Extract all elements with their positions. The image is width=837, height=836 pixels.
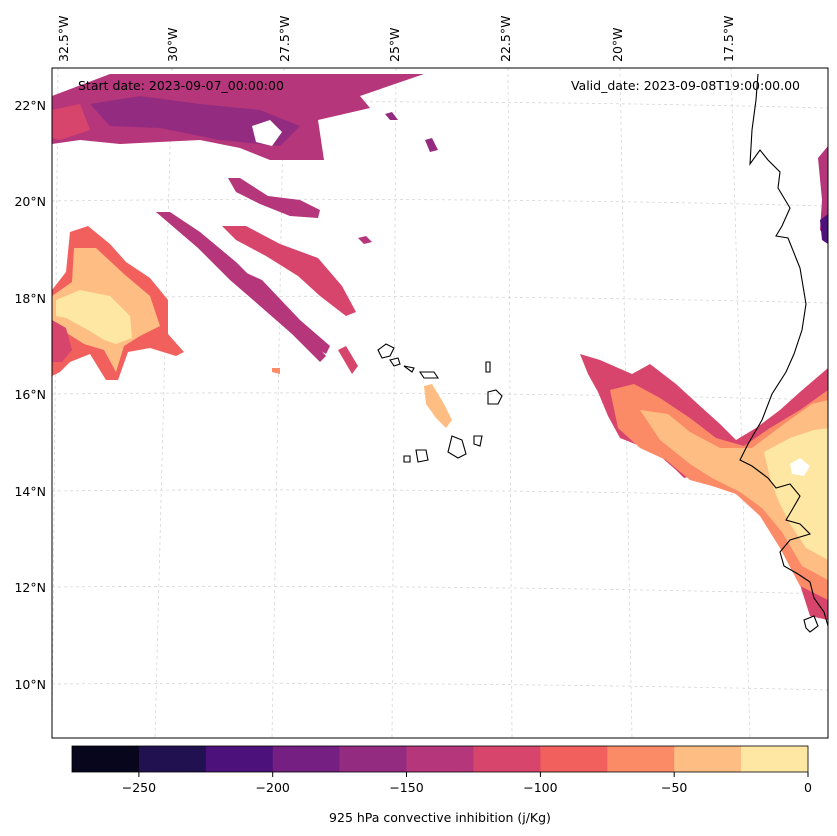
lon-label-30w: 30°W bbox=[165, 27, 180, 62]
start-date-label: Start date: 2023-09-07_00:00:00 bbox=[78, 78, 284, 93]
lat-label-16n: 16°N bbox=[14, 387, 46, 402]
cin-region-right-core bbox=[764, 428, 828, 560]
lat-label-18n: 18°N bbox=[14, 291, 46, 306]
cin-streak-3 bbox=[222, 226, 356, 316]
cape-verde-brava bbox=[403, 455, 411, 463]
cin-region-right-top-strip-dark bbox=[820, 214, 828, 244]
colorbar-frame bbox=[71, 745, 809, 773]
latitude-labels: 22°N 20°N 18°N 16°N 14°N 12°N 10°N bbox=[14, 98, 46, 692]
cin-fragment-d bbox=[272, 368, 280, 374]
cbar-tick-label-0: 0 bbox=[804, 780, 812, 795]
cin-region-top-left-edge bbox=[52, 104, 90, 140]
colorbar: −250 −200 −150 −100 −50 0 925 hPa convec… bbox=[71, 745, 812, 825]
colorbar-swatch-4 bbox=[339, 746, 407, 772]
cbar-tick-label-50: −50 bbox=[661, 780, 687, 795]
cin-fragment-c bbox=[358, 236, 372, 244]
cin-fragment-a bbox=[385, 112, 398, 120]
colorbar-swatches bbox=[72, 746, 809, 772]
lat-label-14n: 14°N bbox=[14, 484, 46, 499]
lon-label-32-5w: 32.5°W bbox=[56, 16, 71, 62]
cin-streak-1 bbox=[228, 178, 320, 218]
colorbar-swatch-0 bbox=[72, 746, 140, 772]
colorbar-swatch-5 bbox=[406, 746, 474, 772]
cape-verde-maio bbox=[473, 435, 483, 447]
cape-verde-fogo bbox=[415, 449, 429, 463]
cin-fragment-b bbox=[425, 138, 438, 152]
colorbar-swatch-7 bbox=[540, 746, 608, 772]
lon-label-20w: 20°W bbox=[610, 27, 625, 62]
lon-label-25w: 25°W bbox=[387, 27, 402, 62]
african-coastline bbox=[739, 73, 829, 627]
cape-verde-santiago bbox=[447, 435, 467, 459]
cin-region-left-edge bbox=[52, 320, 72, 362]
colorbar-swatch-3 bbox=[272, 746, 340, 772]
cin-fragment-e bbox=[424, 384, 452, 428]
lon-label-22-5w: 22.5°W bbox=[498, 16, 513, 62]
cape-verde-sao-nicolau bbox=[403, 365, 415, 373]
cbar-tick-label-100: −100 bbox=[523, 780, 557, 795]
cin-region-top-left-hole bbox=[252, 120, 282, 146]
cape-verde-sal bbox=[485, 361, 491, 373]
coastlines bbox=[377, 73, 829, 633]
cin-streak-2 bbox=[156, 212, 326, 362]
colorbar-label: 925 hPa convective inhibition (j/Kg) bbox=[329, 810, 551, 825]
cbar-tick-label-200: −200 bbox=[256, 780, 290, 795]
cape-verde-sao-vicente bbox=[389, 357, 401, 367]
cin-region-top-left-core bbox=[90, 96, 300, 146]
cbar-tick-label-150: −150 bbox=[389, 780, 423, 795]
lat-label-22n: 22°N bbox=[14, 98, 46, 113]
cin-contours bbox=[52, 74, 828, 620]
colorbar-swatch-1 bbox=[138, 746, 207, 772]
valid-date-label: Valid_date: 2023-09-08T19:00:00.00 bbox=[571, 78, 800, 93]
lat-label-10n: 10°N bbox=[14, 677, 46, 692]
cbar-tick-label-250: −250 bbox=[122, 780, 156, 795]
bijagos-islands bbox=[803, 615, 819, 633]
lat-label-20n: 20°N bbox=[14, 194, 46, 209]
cin-streak-4 bbox=[240, 270, 330, 354]
colorbar-ticks: −250 −200 −150 −100 −50 0 bbox=[122, 772, 812, 795]
map-frame bbox=[51, 67, 829, 739]
colorbar-swatch-9 bbox=[674, 746, 742, 772]
colorbar-swatch-2 bbox=[205, 746, 274, 772]
cin-region-left-core bbox=[56, 290, 132, 344]
cin-streak-5 bbox=[338, 346, 358, 374]
cape-verde-boa-vista bbox=[487, 389, 503, 405]
colorbar-swatch-10 bbox=[741, 746, 809, 772]
map-panel: Start date: 2023-09-07_00:00:00 Valid_da… bbox=[51, 67, 829, 739]
cin-region-right-hole bbox=[790, 458, 810, 476]
cape-verde-sao-vicente-inner bbox=[418, 371, 440, 379]
lon-label-27-5w: 27.5°W bbox=[277, 16, 292, 62]
cape-verde-santo-antao bbox=[377, 343, 395, 359]
lat-label-12n: 12°N bbox=[14, 580, 46, 595]
lon-label-17-5w: 17.5°W bbox=[721, 16, 736, 62]
colorbar-swatch-6 bbox=[473, 746, 541, 772]
colorbar-swatch-8 bbox=[607, 746, 675, 772]
longitude-labels: 32.5°W 30°W 27.5°W 25°W 22.5°W 20°W 17.5… bbox=[56, 16, 736, 62]
